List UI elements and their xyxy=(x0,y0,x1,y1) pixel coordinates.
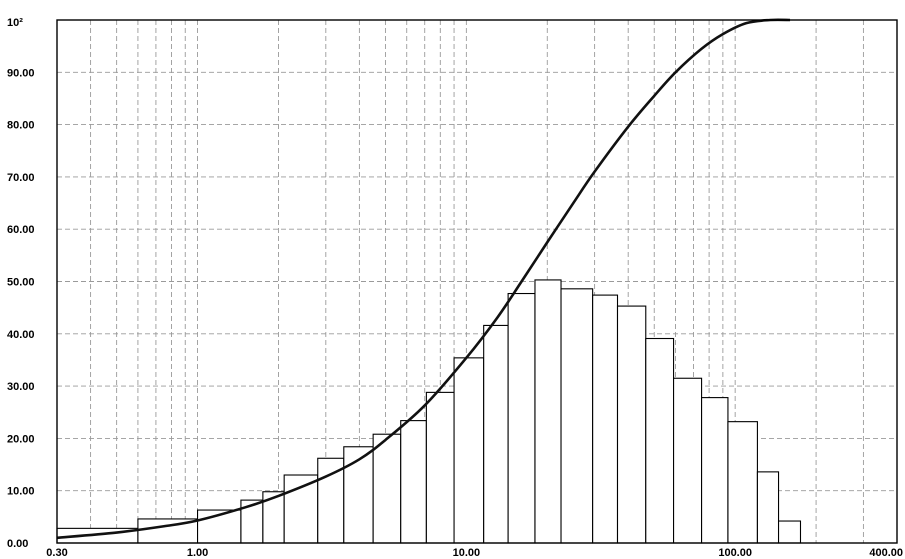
y-tick-label: 10.00 xyxy=(7,486,35,498)
histogram-bar xyxy=(534,279,562,544)
cumulative-curve xyxy=(56,18,791,540)
y-tick-label: 40.00 xyxy=(7,329,35,341)
x-tick-label: 1.00 xyxy=(187,547,208,559)
histogram-bar xyxy=(645,337,675,544)
histogram-bar xyxy=(592,294,619,544)
histogram-bar xyxy=(425,391,455,544)
y-tick-label: 20.00 xyxy=(7,433,35,445)
tick-labels: 0.00 10.00 20.00 30.00 40.00 50.00 60.00 70.00 8… xyxy=(7,17,903,559)
histogram-bars xyxy=(56,279,802,544)
histogram-bar xyxy=(701,397,729,544)
histogram-bar xyxy=(343,446,374,544)
y-tick-label: 90.00 xyxy=(7,67,35,79)
histogram-bar xyxy=(400,420,427,544)
y-tick-label: 70.00 xyxy=(7,172,35,184)
cumulative-curve-layer xyxy=(56,18,791,540)
y-tick-label: 60.00 xyxy=(7,224,35,236)
histogram-bar xyxy=(283,474,319,544)
histogram-bar xyxy=(372,433,402,544)
histogram-bar xyxy=(777,520,802,544)
histogram-bar xyxy=(317,457,345,544)
histogram-bar xyxy=(756,471,780,544)
histogram-bar xyxy=(673,377,703,544)
plot-frame xyxy=(56,19,898,544)
y-tick-label: 30.00 xyxy=(7,381,35,393)
y-tick-label: 80.00 xyxy=(7,120,35,132)
x-tick-label: 400.00 xyxy=(869,547,903,559)
y-tick-label: 10² xyxy=(7,17,23,29)
x-tick-label: 100.00 xyxy=(718,547,752,559)
histogram-bar xyxy=(560,288,594,544)
histogram-bar xyxy=(483,324,509,544)
y-tick-label: 50.00 xyxy=(7,277,35,289)
histogram-bar xyxy=(507,292,536,544)
histogram-bar xyxy=(453,357,485,544)
histogram-bar xyxy=(616,305,647,544)
y-tick-label: 0.00 xyxy=(7,538,28,550)
x-tick-label: 10.00 xyxy=(453,547,481,559)
histogram-bar xyxy=(727,421,758,544)
x-tick-label: 0.30 xyxy=(46,547,67,559)
